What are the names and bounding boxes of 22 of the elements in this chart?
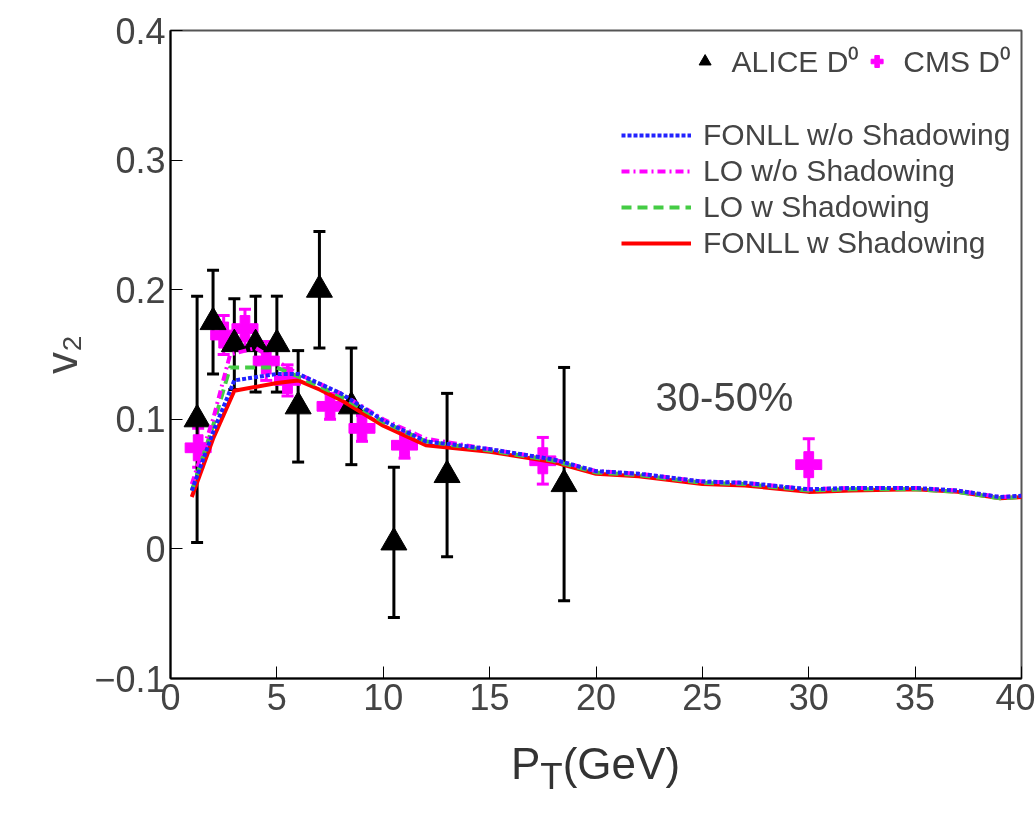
legend-label: CMS D⁰ (903, 44, 1011, 80)
legend-label: FONLL w Shadowing (703, 226, 986, 260)
y-tick-label: 0.3 (115, 140, 166, 182)
x-tick-label: 30 (788, 676, 829, 718)
y-axis-title: v₂ (37, 334, 87, 375)
y-tick-label: 0.1 (115, 399, 166, 441)
x-tick-label: 10 (363, 676, 404, 718)
legend-label: FONLL w/o Shadowing (703, 118, 1011, 152)
legend-label: LO w/o Shadowing (703, 154, 955, 188)
x-tick-label: 5 (266, 676, 287, 718)
legend-label: LO w Shadowing (703, 190, 930, 224)
y-tick-label: 0.2 (115, 269, 166, 311)
y-tick-label: 0.4 (115, 10, 166, 52)
x-tick-label: 35 (895, 676, 936, 718)
x-tick-label: 20 (575, 676, 617, 718)
legend-label: ALICE D⁰ (731, 44, 860, 80)
x-axis-title: P$_{T}$(GeV) (510, 739, 681, 797)
y-tick-label: 0 (145, 528, 166, 570)
annotation: 30-50% (655, 375, 794, 420)
x-tick-label: 25 (682, 676, 723, 718)
x-tick-label: 40 (995, 676, 1035, 718)
x-tick-label: 15 (469, 676, 510, 718)
